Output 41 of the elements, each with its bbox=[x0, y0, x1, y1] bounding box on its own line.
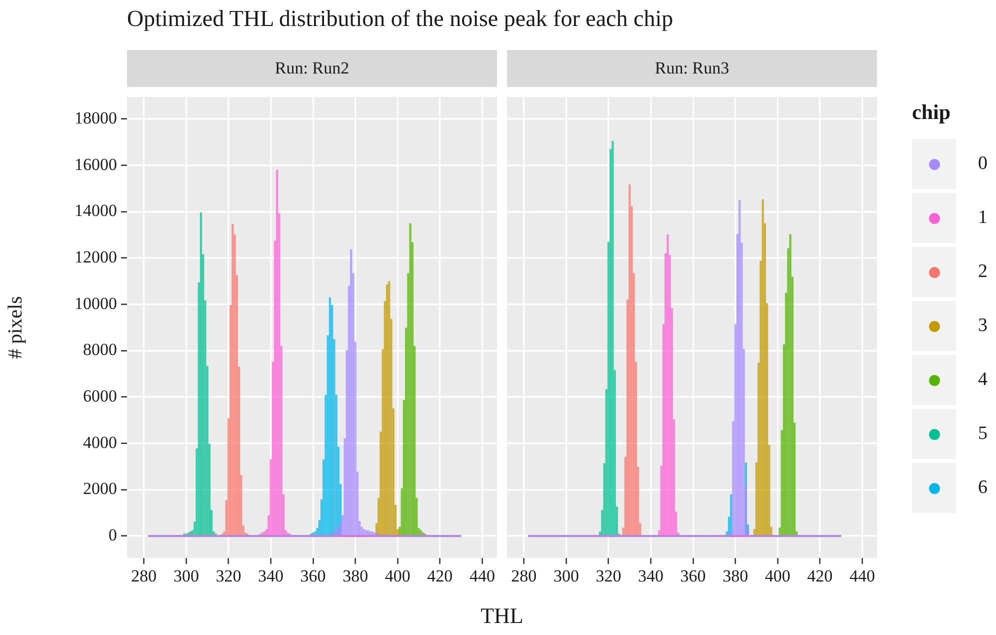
x-tick-label: 320 bbox=[596, 566, 622, 586]
y-tick-label: 12000 bbox=[74, 247, 117, 266]
chart-title: Optimized THL distribution of the noise peak for each chip bbox=[127, 6, 674, 32]
x-tick-label: 340 bbox=[258, 566, 284, 586]
x-tick-label: 440 bbox=[849, 566, 875, 586]
legend-label: 6 bbox=[978, 477, 988, 499]
y-tick-label: 0 bbox=[108, 525, 117, 544]
y-tick-label: 10000 bbox=[74, 294, 117, 313]
chart-subtitle: Run: Run3 bbox=[654, 58, 730, 78]
y-axis-title: # pixels bbox=[4, 296, 26, 359]
legend-label: 0 bbox=[978, 153, 988, 175]
legend-label: 1 bbox=[978, 207, 988, 229]
x-tick-label: 380 bbox=[342, 566, 368, 586]
x-tick-label: 340 bbox=[638, 566, 664, 586]
x-tick-label: 400 bbox=[764, 566, 790, 586]
x-tick-label: 400 bbox=[384, 566, 410, 586]
x-tick-label: 360 bbox=[680, 566, 706, 586]
legend-label: 5 bbox=[978, 423, 988, 445]
legend-label: 2 bbox=[978, 261, 988, 283]
x-tick-label: 280 bbox=[131, 566, 157, 586]
x-tick-label: 420 bbox=[427, 566, 453, 586]
x-tick-label: 420 bbox=[807, 566, 833, 586]
x-tick-label: 380 bbox=[722, 566, 748, 586]
chart-subtitle: Run: Run2 bbox=[274, 58, 350, 78]
y-tick-label: 6000 bbox=[83, 386, 117, 406]
y-tick-label: 2000 bbox=[83, 479, 117, 498]
legend-title: chip bbox=[912, 100, 952, 125]
y-tick-label: 18000 bbox=[74, 108, 117, 128]
x-tick-label: 440 bbox=[469, 566, 495, 586]
x-axis-title: THL bbox=[480, 603, 524, 629]
x-tick-label: 300 bbox=[173, 566, 199, 586]
legend-label: 4 bbox=[978, 369, 988, 391]
x-tick-label: 320 bbox=[216, 566, 242, 586]
x-tick-label: 280 bbox=[511, 566, 537, 586]
x-tick-label: 300 bbox=[553, 566, 579, 586]
legend-label: 3 bbox=[978, 315, 988, 337]
y-tick-label: 16000 bbox=[74, 154, 117, 174]
y-tick-label: 14000 bbox=[74, 201, 117, 220]
y-tick-label: 8000 bbox=[83, 340, 117, 360]
x-tick-label: 360 bbox=[300, 566, 326, 586]
y-tick-label: 4000 bbox=[83, 432, 117, 452]
